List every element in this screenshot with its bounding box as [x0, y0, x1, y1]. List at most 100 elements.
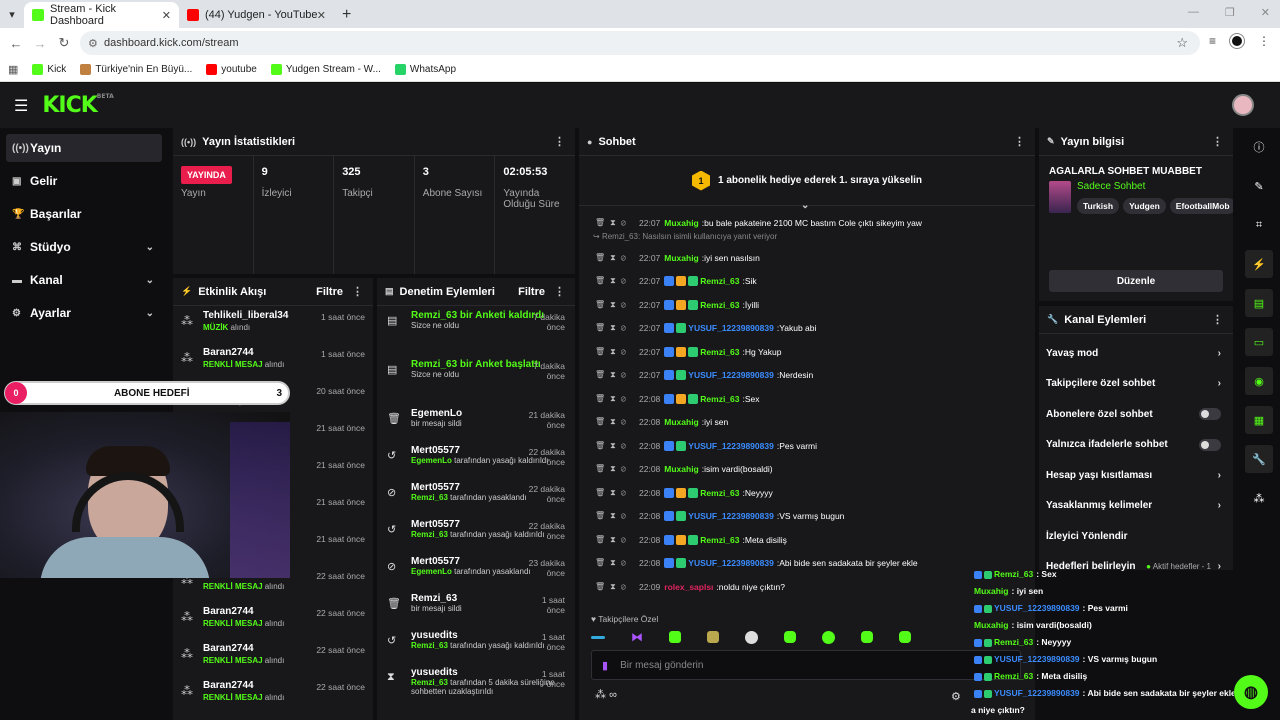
chat-icon[interactable]: ▭	[1245, 328, 1273, 356]
gift-leaderboard[interactable]: 1 1 abonelik hediye ederek 1. sıraya yük…	[579, 156, 1035, 211]
menu-dots-icon[interactable]: ⋮	[1258, 34, 1270, 48]
note-icon[interactable]: ▤	[1245, 289, 1273, 317]
chat-username[interactable]: Remzi_63	[700, 299, 740, 310]
wrench-icon[interactable]: 🔧	[1245, 445, 1273, 473]
tag-chip[interactable]: Yudgen	[1123, 198, 1166, 214]
tab-close-icon[interactable]: ✕	[161, 9, 171, 22]
channel-action-row[interactable]: Hesap yaşı kısıtlaması ›	[1039, 460, 1233, 491]
profile-avatar-icon[interactable]	[1230, 34, 1244, 48]
emote-icon[interactable]	[784, 631, 796, 643]
emote-icon[interactable]	[745, 630, 758, 644]
chat-username[interactable]: Remzi_63	[700, 393, 740, 404]
chat-username[interactable]: rolex_saplsı	[664, 581, 714, 592]
more-options-icon[interactable]: ⋮	[1212, 136, 1223, 148]
chat-message[interactable]: 🗑⧗⊘ 22:08 YUSUF_12239890839: Pes varmi	[579, 434, 1035, 458]
chevron-down-icon[interactable]: ⌄	[145, 307, 154, 319]
hamburger-menu-icon[interactable]: ☰	[14, 97, 29, 115]
info-icon[interactable]: ⓘ	[1253, 142, 1265, 154]
chat-username[interactable]: YUSUF_12239890839	[688, 370, 774, 381]
sidebar-item[interactable]: ((•)) Yayın	[6, 134, 162, 162]
mod-tools-icon[interactable]: 🗑⧗⊘	[595, 252, 631, 262]
mod-tools-icon[interactable]: 🗑⧗⊘	[595, 511, 631, 521]
tab-close-icon[interactable]: ✕	[316, 9, 326, 22]
tab-search-icon[interactable]: ▾	[9, 8, 15, 21]
media-icon[interactable]: ≡	[1208, 34, 1216, 48]
tag-chip[interactable]: Turkish	[1077, 198, 1120, 214]
channel-action-row[interactable]: Takipçilere özel sohbet ›	[1039, 369, 1233, 400]
new-tab-button[interactable]: +	[342, 6, 352, 23]
emote-icon[interactable]	[822, 630, 835, 644]
mod-tools-icon[interactable]: 🗑⧗⊘	[595, 346, 631, 356]
chat-username[interactable]: Muxahig	[664, 218, 699, 228]
chat-username[interactable]: Remzi_63	[700, 487, 740, 498]
chat-message[interactable]: 🗑⧗⊘ 22:07 YUSUF_12239890839: Yakub abi	[579, 317, 1035, 341]
chat-message[interactable]: 🗑⧗⊘ 22:07 Muxahig: iyi sen nasılsın	[579, 246, 1035, 270]
chat-username[interactable]: Remzi_63	[700, 346, 740, 357]
site-info-icon[interactable]: ⚙	[88, 37, 98, 50]
emote-icon[interactable]	[861, 631, 873, 643]
emote-icon[interactable]	[899, 631, 911, 643]
bookmark-item[interactable]: WhatsApp	[394, 64, 456, 75]
chat-username[interactable]: YUSUF_12239890839	[688, 511, 774, 522]
emote-icon[interactable]	[591, 635, 605, 639]
mod-tools-icon[interactable]: 🗑⧗⊘	[595, 323, 631, 333]
tag-chip[interactable]: EfootballMob	[1169, 198, 1233, 214]
collapse-icon[interactable]: ⌄	[801, 200, 810, 211]
chat-username[interactable]: Muxahig	[664, 417, 699, 428]
mod-tools-icon[interactable]: 🗑⧗⊘	[595, 581, 631, 591]
chat-username[interactable]: Muxahig	[664, 252, 699, 263]
chat-message[interactable]: 🗑⧗⊘ 22:08 Remzi_63: Meta disiliş	[579, 528, 1035, 552]
more-options-icon[interactable]: ⋮	[554, 136, 565, 148]
toggle-switch[interactable]	[1199, 438, 1221, 451]
emote-icon[interactable]: ⧓	[631, 630, 643, 644]
chat-message[interactable]: 🗑⧗⊘ 22:09 rolex_saplsı: noldu niye çıktın?	[579, 575, 1035, 599]
mod-tools-icon[interactable]: 🗑⧗⊘	[595, 299, 631, 309]
chat-username[interactable]: YUSUF_12239890839	[688, 323, 774, 334]
sidebar-item[interactable]: ⚙ Ayarlar ⌄	[6, 299, 162, 327]
channel-action-row[interactable]: Yasaklanmış kelimeler ›	[1039, 491, 1233, 522]
help-fab[interactable]: ◍	[1234, 675, 1268, 709]
more-options-icon[interactable]: ⋮	[1212, 314, 1223, 326]
mod-tools-icon[interactable]: 🗑⧗⊘	[595, 440, 631, 450]
chat-message[interactable]: 🗑⧗⊘ 22:08 YUSUF_12239890839: VS varmış bug…	[579, 505, 1035, 529]
chat-message[interactable]: 🗑⧗⊘ 22:07 Remzi_63: Sik	[579, 270, 1035, 294]
chat-message[interactable]: 🗑⧗⊘ 22:07 YUSUF_12239890839: Nerdesin	[579, 364, 1035, 388]
chevron-down-icon[interactable]: ⌄	[145, 241, 154, 253]
reload-icon[interactable]: ↻	[58, 35, 70, 50]
emote-icon[interactable]	[669, 631, 681, 643]
infinity-icon[interactable]: ∞	[609, 689, 617, 701]
chat-message[interactable]: 🗑⧗⊘ 22:08 YUSUF_12239890839: Abi bide sen …	[579, 552, 1035, 576]
more-options-icon[interactable]: ⋮	[554, 286, 565, 298]
browser-tab-youtube[interactable]: (44) Yudgen - YouTube ✕	[179, 2, 334, 28]
channel-action-row[interactable]: İzleyici Yönlendir	[1039, 521, 1233, 552]
mod-tools-icon[interactable]: 🗑⧗⊘	[595, 464, 631, 474]
chat-message[interactable]: 🗑⧗⊘ 22:07 Remzi_63: Hg Yakup	[579, 340, 1035, 364]
chat-message[interactable]: 🗑⧗⊘ 22:07 Remzi_63: İyilli	[579, 293, 1035, 317]
mod-tools-icon[interactable]: 🗑⧗⊘	[595, 393, 631, 403]
mic-icon[interactable]: ▮	[602, 659, 609, 672]
channel-action-row[interactable]: Yalnızca ifadelerle sohbet	[1039, 430, 1233, 461]
mod-tools-icon[interactable]: 🗑⧗⊘	[595, 487, 631, 497]
channel-action-row[interactable]: Abonelere özel sohbet	[1039, 399, 1233, 430]
restore-icon[interactable]: ❐	[1224, 7, 1235, 19]
filter-button[interactable]: Filtre	[518, 285, 545, 298]
more-options-icon[interactable]: ⋮	[1014, 136, 1025, 148]
channel-action-row[interactable]: Hedefleri belirleyin › ● Aktif hedefler - …	[1039, 552, 1233, 583]
toggle-switch[interactable]	[1199, 408, 1221, 421]
chat-settings-icon[interactable]: ⚙	[951, 691, 961, 703]
sidebar-item[interactable]: ⌘ Stüdyo ⌄	[6, 233, 162, 261]
channel-action-row[interactable]: Yavaş mod ›	[1039, 338, 1233, 369]
chat-message[interactable]: 🗑⧗⊘ 22:08 Muxahig: iyi sen	[579, 411, 1035, 435]
chat-message[interactable]: 🗑⧗⊘ 22:07 Muxahig: bu bale pakateine 2100 …	[579, 214, 1035, 232]
chat-username[interactable]: YUSUF_12239890839	[688, 440, 774, 451]
stack-icon[interactable]: ▦	[1245, 406, 1273, 434]
browser-tab-kick[interactable]: Stream - Kick Dashboard ✕	[24, 2, 179, 28]
mod-tools-icon[interactable]: 🗑⧗⊘	[595, 276, 631, 286]
mod-tools-icon[interactable]: 🗑⧗⊘	[595, 558, 631, 568]
chat-username[interactable]: Muxahig	[664, 464, 699, 475]
kick-logo[interactable]: KICKBETA	[42, 93, 114, 118]
chat-username[interactable]: Remzi_63	[700, 534, 740, 545]
pencil-icon[interactable]: ✎	[1254, 180, 1264, 193]
bookmark-star-icon[interactable]: ☆	[1176, 35, 1188, 50]
sidebar-item[interactable]: 🏆 Başarılar	[6, 200, 162, 228]
